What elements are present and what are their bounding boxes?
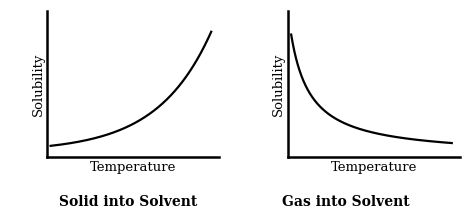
Y-axis label: Solubility: Solubility: [272, 52, 285, 116]
X-axis label: Temperature: Temperature: [90, 161, 176, 174]
Text: Solid into Solvent: Solid into Solvent: [59, 195, 197, 209]
X-axis label: Temperature: Temperature: [331, 161, 417, 174]
Text: Gas into Solvent: Gas into Solvent: [282, 195, 410, 209]
Y-axis label: Solubility: Solubility: [32, 52, 45, 116]
